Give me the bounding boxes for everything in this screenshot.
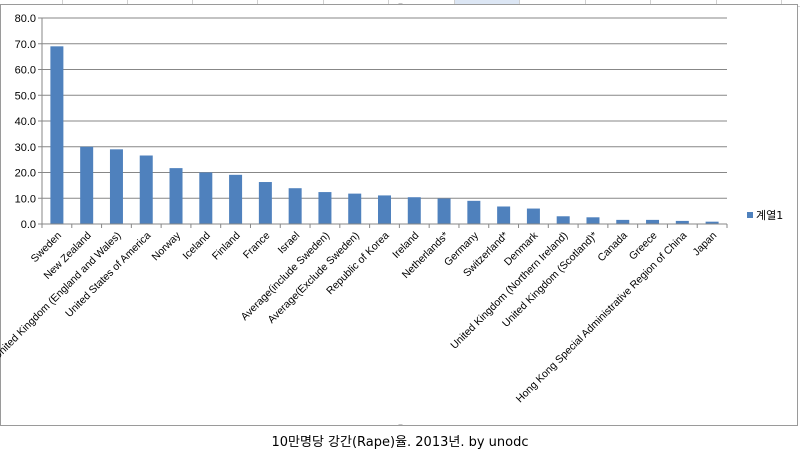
x-category-label: Iceland [180,230,213,263]
column-divider [257,0,258,6]
column-divider [519,0,520,6]
bar [526,208,540,224]
column-divider [781,0,782,6]
x-category-label: Norway [149,229,183,263]
y-tick-label: 50.0 [15,90,36,102]
resize-handle-top[interactable]: ···· [398,1,403,7]
y-tick-label: 10.0 [15,193,36,205]
x-category-label: France [241,230,273,262]
bar [109,149,123,224]
chart-frame[interactable] [0,4,798,426]
bar [258,182,272,224]
y-tick-label: 40.0 [15,116,36,128]
x-category-label: Israel [276,230,303,257]
resize-handle-bottom[interactable]: ···· [398,422,403,428]
x-category-label: Canada [595,230,630,265]
y-tick-label: 30.0 [15,142,36,154]
bar [348,193,362,224]
bar [497,206,511,224]
x-category-label: Japan [691,230,720,259]
column-divider [650,0,651,6]
bar [288,188,302,224]
column-divider [454,0,455,6]
bar [229,174,243,224]
column-divider [323,0,324,6]
y-tick-label: 60.0 [15,65,36,77]
bar [199,172,213,224]
bar [646,219,660,224]
column-divider [716,0,717,6]
bar [50,46,64,225]
y-axis-ticks: 0.0 10.0 20.0 30.0 40.0 50.0 60.0 70.0 80.0 [15,13,42,231]
x-category-label: United Kingdom (England and Wales) [0,230,124,362]
chart-caption: 10만명당 강간(Rape)율. 2013년. by unodc [271,435,529,450]
column-divider [388,0,389,6]
bar [705,221,719,224]
y-tick-label: 70.0 [15,39,36,51]
bar [467,200,481,224]
bar [407,197,421,224]
bar [139,155,153,224]
column-divider [62,0,63,6]
bar [378,195,391,224]
y-tick-label: 80.0 [15,13,36,25]
column-divider [192,0,193,6]
y-tick-label: 0.0 [21,219,36,231]
x-category-label: Finland [210,230,243,263]
legend-swatch [747,212,753,218]
legend: 계열1 [747,209,783,222]
bar [556,216,570,224]
bar-chart[interactable]: 0.0 10.0 20.0 30.0 40.0 50.0 60.0 70.0 80.0 Swed… [0,0,800,430]
bar [80,146,94,224]
legend-label: 계열1 [756,209,783,222]
bar [169,168,183,224]
bar [616,219,630,224]
bars [50,46,719,225]
bar [675,220,689,224]
column-divider [585,0,586,6]
column-divider [127,0,128,6]
bar [586,217,600,224]
bar [318,192,332,224]
y-tick-label: 20.0 [15,168,36,180]
bar [437,198,451,224]
